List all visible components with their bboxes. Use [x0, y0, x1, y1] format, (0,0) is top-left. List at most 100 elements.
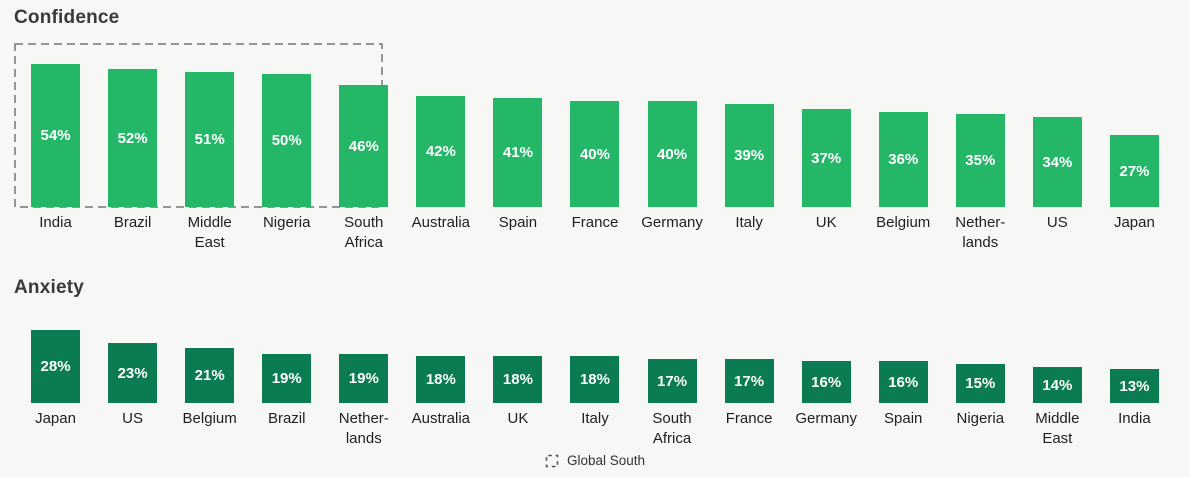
category-label-belgium: Belgium [876, 214, 931, 231]
bar-value-label: 39% [734, 147, 765, 164]
bar-value-label: 16% [888, 373, 919, 391]
bar-spain: 16% [878, 361, 928, 403]
category-label-south-africa: South Africa [344, 214, 384, 251]
bar-south-africa: 17% [647, 359, 697, 403]
bar-belgium: 36% [878, 112, 928, 207]
bar-column-south-africa: 17% [634, 359, 711, 403]
bar-value-label: 42% [425, 143, 456, 160]
category-label-india: India [39, 214, 72, 231]
bar-column-us: 23% [94, 343, 171, 403]
bar-value-label: 13% [1119, 377, 1150, 395]
category-label-japan: Japan [35, 410, 76, 427]
category-label-japan: Japan [1113, 214, 1155, 231]
bar-column-middle-east: 14% [1019, 367, 1096, 403]
bar-column-middle-east: 51% [171, 72, 248, 207]
bar-value-label: 18% [502, 371, 533, 388]
bar-value-label: 19% [271, 370, 302, 387]
category-label-germany: Germany [641, 214, 703, 231]
bar-value-label: 34% [1042, 153, 1073, 171]
confidence-bars: 54% 52% 51% 50% 46% 42% 41% 40% 40% 39% 37% 36% 35% 3… [0, 64, 1190, 207]
bar-value-label: 18% [579, 371, 610, 388]
bar-column-belgium: 21% [171, 348, 248, 403]
bar-uk: 18% [493, 356, 543, 403]
category-label-italy: Italy [581, 410, 609, 427]
bar-nigeria: 50% [262, 74, 312, 207]
bar-column-nether-lands: 35% [942, 114, 1019, 207]
dashed-box-icon [545, 454, 559, 467]
bar-column-spain: 41% [479, 98, 556, 207]
bar-value-label: 51% [194, 131, 225, 148]
category-label-spain: Spain [498, 214, 538, 231]
bar-italy: 18% [570, 356, 620, 403]
bar-value-label: 16% [811, 373, 842, 391]
category-label-india: India [1118, 410, 1151, 427]
category-label-nether-lands: Nether- lands [955, 214, 1006, 251]
bar-column-australia: 18% [402, 356, 479, 403]
bar-japan: 27% [1109, 135, 1159, 207]
category-label-nether-lands: Nether- lands [338, 410, 389, 447]
bar-india: 54% [31, 64, 81, 207]
bar-column-germany: 16% [788, 361, 865, 403]
bar-column-japan: 27% [1096, 135, 1173, 207]
bar-australia: 18% [416, 356, 466, 403]
bar-value-label: 27% [1119, 162, 1150, 180]
bar-value-label: 35% [965, 152, 996, 169]
bar-value-label: 54% [40, 127, 71, 144]
bar-nether-lands: 35% [955, 114, 1005, 207]
category-label-germany: Germany [795, 410, 857, 427]
category-label-nigeria: Nigeria [956, 410, 1005, 427]
bar-column-us: 34% [1019, 117, 1096, 207]
bar-brazil: 19% [262, 354, 312, 403]
bar-value-label: 17% [734, 372, 765, 390]
bar-belgium: 21% [185, 348, 235, 403]
confidence-title: Confidence [14, 7, 120, 28]
bar-column-india: 13% [1096, 369, 1173, 403]
bar-column-france: 40% [556, 101, 633, 207]
category-label-south-africa: South Africa [652, 410, 692, 447]
bar-column-nigeria: 15% [942, 364, 1019, 403]
bar-column-germany: 40% [634, 101, 711, 207]
bar-australia: 42% [416, 96, 466, 207]
category-label-middle-east: Middle East [1035, 410, 1080, 447]
bar-value-label: 14% [1042, 376, 1073, 394]
category-label-uk: UK [815, 214, 837, 231]
category-label-australia: Australia [411, 410, 471, 427]
bar-value-label: 46% [348, 137, 379, 155]
bar-us: 23% [108, 343, 158, 403]
bar-middle-east: 14% [1032, 367, 1082, 403]
category-label-us: US [1046, 214, 1068, 231]
category-label-italy: Italy [735, 214, 763, 231]
category-label-france: France [725, 410, 773, 427]
anxiety-title: Anxiety [14, 277, 85, 298]
bar-column-japan: 28% [17, 330, 94, 403]
category-label-brazil: Brazil [113, 214, 152, 231]
bar-column-france: 17% [711, 359, 788, 403]
bar-column-nigeria: 50% [248, 74, 325, 207]
anxiety-labels: Japan US Belgium Brazil Nether- lands Austral… [0, 409, 1190, 449]
bar-column-brazil: 52% [94, 69, 171, 207]
legend: Global South [0, 453, 1190, 468]
bar-column-italy: 18% [556, 356, 633, 403]
legend-label: Global South [566, 453, 646, 468]
bar-column-brazil: 19% [248, 354, 325, 403]
bar-middle-east: 51% [185, 72, 235, 207]
bar-japan: 28% [31, 330, 81, 403]
bar-column-belgium: 36% [865, 112, 942, 207]
confidence-labels: India Brazil Middle East Nigeria South Afric… [0, 213, 1190, 253]
bar-value-label: 52% [117, 129, 148, 147]
bar-italy: 39% [724, 104, 774, 207]
bar-uk: 37% [801, 109, 851, 207]
bar-value-label: 50% [271, 132, 302, 149]
bar-value-label: 28% [40, 358, 71, 375]
bar-south-africa: 46% [339, 85, 389, 207]
bar-us: 34% [1032, 117, 1082, 207]
category-label-belgium: Belgium [182, 410, 237, 427]
bar-france: 40% [570, 101, 620, 207]
category-label-us: US [122, 410, 144, 427]
bar-column-south-africa: 46% [325, 85, 402, 207]
bar-column-uk: 37% [788, 109, 865, 207]
bar-column-italy: 39% [711, 104, 788, 207]
bar-column-india: 54% [17, 64, 94, 207]
bar-nether-lands: 19% [339, 354, 389, 403]
bar-value-label: 17% [657, 372, 688, 390]
